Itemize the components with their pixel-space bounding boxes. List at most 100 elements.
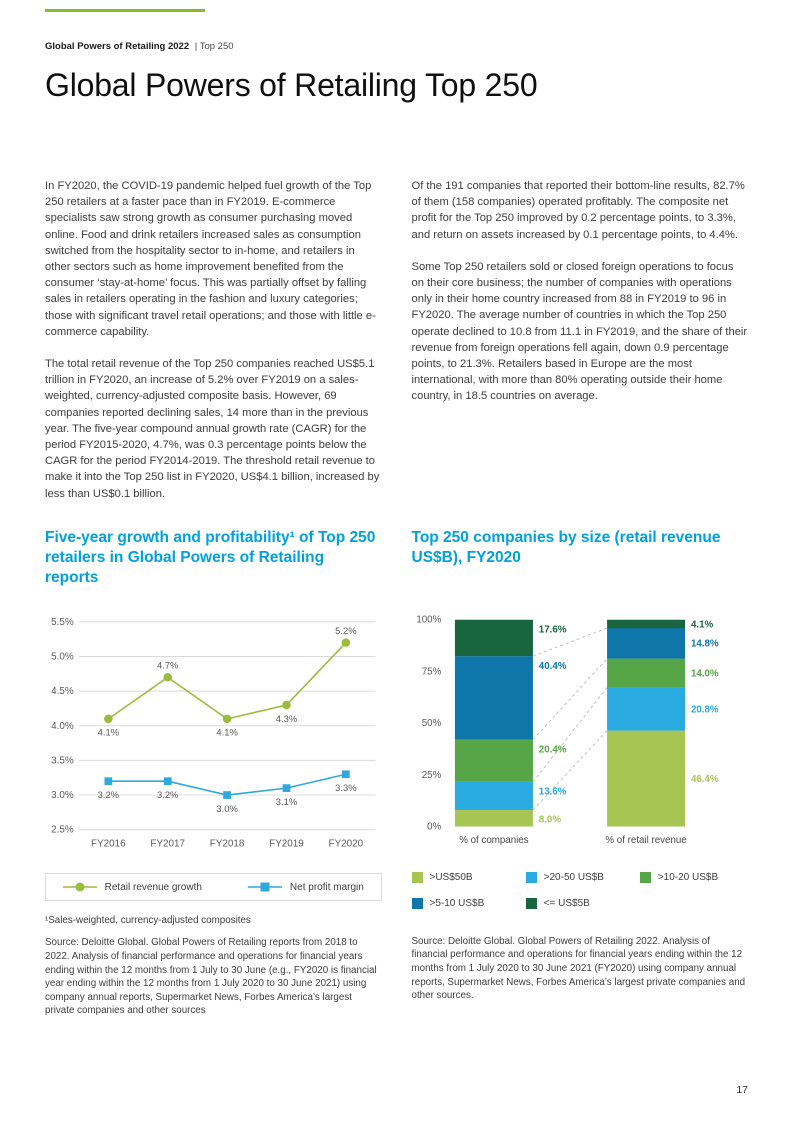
x-category-label: % of companies [459,835,528,846]
bar-segment [454,809,533,827]
segment-label: 20.8% [690,704,718,715]
circle-marker-icon [62,882,97,892]
segment-label: 4.1% [690,619,713,630]
segment-label: 20.4% [538,744,566,755]
bar-chart-source: Source: Deloitte Global. Global Powers o… [411,935,746,1002]
circle-marker [104,714,113,724]
connector-dashed-line [532,730,607,811]
legend-label: Retail revenue growth [104,881,202,893]
charts-row: Five-year growth and profitability¹ of T… [45,528,748,1018]
running-header: Global Powers of Retailing 2022 | Top 25… [45,41,234,52]
line-chart: 2.5% 3.0% 3.5% 4.0% 4.5% 5.0% 5.5% FY2016 FY2017… [51,617,376,850]
legend-label: <= US$5B [543,897,590,909]
legend-marker [260,882,270,892]
bar-segment [606,619,685,629]
color-swatch-icon [639,871,651,883]
square-marker [223,791,231,799]
page-title: Global Powers of Retailing Top 250 [45,67,538,103]
x-tick-label: FY2019 [269,839,304,850]
y-tick-label: 50% [421,718,441,729]
segment-label: 13.6% [538,787,566,798]
square-marker [342,770,350,779]
x-tick-label: FY2016 [91,839,126,850]
stacked-bar-chart: 0% 25% 50% 75% 100% 8.0% 13.6% 20.4% 40.4% 17.6%%… [416,615,719,846]
line-chart-legend: Retail revenue growth Net profit margin [45,873,382,902]
segment-label: 14.8% [690,639,718,650]
running-header-report-name: Global Powers of Retailing 2022 [45,41,190,52]
square-marker [163,777,172,786]
color-swatch-icon [411,871,423,883]
legend-label: >5-10 US$B [429,897,485,909]
legend-item: >US$50B [411,871,520,883]
legend-label: >US$50B [429,871,473,883]
line-chart-section: Five-year growth and profitability¹ of T… [45,528,382,1018]
data-label: 3.1% [276,796,298,807]
circle-marker [163,673,172,682]
y-tick-label: 3.5% [51,755,74,766]
bar-segment [454,781,533,810]
square-marker [282,784,291,792]
circle-marker [282,700,291,710]
y-tick-label: 4.5% [51,686,74,697]
data-label: 4.3% [276,713,298,724]
data-label: 3.2% [98,789,120,800]
paragraph: The total retail revenue of the Top 250 … [45,358,380,500]
y-tick-label: 5.0% [51,651,74,662]
legend-item: >5-10 US$B [411,897,520,909]
bar-segment [606,730,685,827]
segment-label: 40.4% [538,661,566,672]
top-accent-rule [45,9,205,12]
intro-column-left: In FY2020, the COVID-19 pandemic helped … [45,178,382,518]
bar-chart-heading: Top 250 companies by size (retail revenu… [411,529,721,566]
data-label: 3.3% [335,782,357,793]
bar-segment [454,656,533,740]
square-marker-icon [247,882,282,892]
data-label: 3.0% [216,803,238,814]
paragraph: Some Top 250 retailers sold or closed fo… [411,260,748,403]
line-chart-source: Source: Deloitte Global. Global Powers o… [45,937,377,1017]
y-tick-label: 100% [416,615,441,626]
legend-item: Retail revenue growth [62,881,202,893]
connector-dashed-line [532,627,607,657]
segment-label: 46.4% [690,774,718,785]
legend-item: >10-20 US$B [639,871,748,883]
bar-segment [606,687,685,731]
line-chart-heading: Five-year growth and profitability¹ of T… [45,529,376,586]
data-label: 4.7% [157,659,179,670]
bar-chart-legend: >US$50B >20-50 US$B >10-20 US$B >5-10 US$B <… [411,871,749,909]
x-tick-label: FY2020 [329,839,364,850]
connector-dashed-line [532,658,607,741]
segment-label: 17.6% [538,624,566,635]
y-tick-label: 0% [427,821,441,832]
series-line [107,642,347,720]
x-tick-label: FY2017 [150,839,185,850]
legend-marker [75,882,85,892]
legend-label: >20-50 US$B [543,871,604,883]
paragraph: In FY2020, the COVID-19 pandemic helped … [45,180,376,338]
bar-segment [454,739,533,782]
data-label: 5.2% [335,625,357,636]
x-category-label: % of retail revenue [605,835,686,846]
segment-label: 8.0% [538,815,561,826]
page-number: 17 [736,1084,748,1096]
legend-item: Net profit margin [247,881,364,893]
intro-text-columns: In FY2020, the COVID-19 pandemic helped … [45,178,748,518]
square-marker [104,777,113,786]
data-label: 3.2% [157,789,179,800]
legend-label: Net profit margin [289,881,364,893]
connector-dashed-line [532,687,607,783]
legend-label: >10-20 US$B [657,871,719,883]
y-tick-label: 75% [421,666,441,677]
data-label: 4.1% [216,727,238,738]
y-tick-label: 5.5% [51,617,74,628]
bar-chart-section: Top 250 companies by size (retail revenu… [411,528,749,1018]
segment-label: 14.0% [690,669,718,680]
y-tick-label: 3.0% [51,790,74,801]
color-swatch-icon [525,871,537,883]
color-swatch-icon [411,897,423,909]
data-label: 4.1% [98,727,120,738]
circle-marker [222,714,232,724]
bar-segment [454,619,533,657]
y-tick-label: 25% [421,770,441,781]
